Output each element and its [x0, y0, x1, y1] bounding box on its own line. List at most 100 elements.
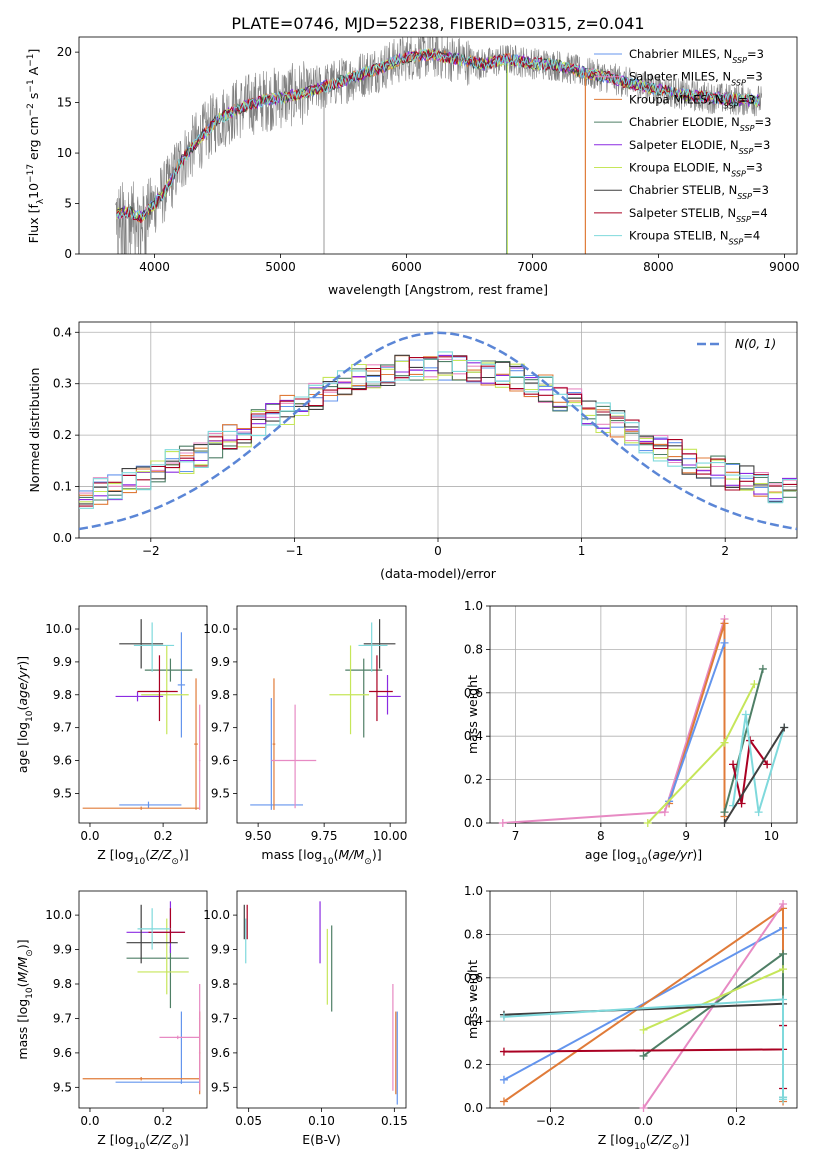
y-axis-label: mass weight — [465, 960, 480, 1039]
y-tick-label: 0.0 — [53, 531, 72, 545]
label-part: age/yr — [15, 665, 30, 706]
label-part: Flux [f — [26, 204, 41, 244]
label-part: Z [log — [598, 1132, 634, 1147]
mass-weight-line — [503, 1002, 784, 1016]
mass-weight-marker — [720, 808, 729, 817]
x-tick-label: 5000 — [265, 260, 296, 274]
mass-weight-line — [723, 668, 764, 813]
mass-weight-marker — [758, 664, 767, 673]
legend-text: Kroupa STELIB, N — [629, 229, 729, 243]
mass-weight-line — [732, 714, 786, 813]
label-part: ( — [15, 982, 30, 987]
label-part: ( — [334, 847, 339, 862]
x-tick-label: 0.0 — [80, 1114, 99, 1128]
y-axis-label: Flux [fλ10−17 erg cm−2 s−1 A−1] — [26, 49, 46, 244]
label-part: 10 — [634, 1142, 646, 1152]
y-tick-label: 10.0 — [45, 622, 72, 636]
mass-weight-line — [643, 968, 784, 1031]
label-part: mass [log — [261, 847, 322, 862]
x-tick-label: 9.50 — [245, 829, 272, 843]
mass-weight-marker — [763, 760, 772, 769]
label-part: −1 — [26, 79, 36, 92]
label-part: ⊙ — [364, 857, 372, 867]
label-part: ⊙ — [171, 857, 179, 867]
legend-text: Salpeter STELIB, N — [629, 206, 736, 220]
label-part: −17 — [26, 164, 36, 183]
x-tick-label: 0.2 — [727, 1114, 746, 1128]
mass-weight-marker — [639, 1104, 648, 1112]
y-tick-label: 1.0 — [464, 884, 483, 898]
y-tick-label: 9.9 — [211, 943, 230, 957]
y-tick-label: 9.6 — [211, 754, 230, 768]
x-tick-label: 0.2 — [154, 829, 173, 843]
label-part: Z/Z — [650, 1132, 673, 1147]
y-tick-label: 1.0 — [464, 599, 483, 613]
label-part: )] — [692, 847, 702, 862]
mass-weight-marker — [729, 760, 738, 769]
label-part: λ — [36, 198, 46, 204]
y-tick-label: 9.7 — [53, 721, 72, 735]
label-part: Z/Z — [149, 1132, 172, 1147]
label-part: ⊙ — [672, 1142, 680, 1152]
y-tick-label: 0.4 — [464, 1014, 483, 1028]
x-tick-label: 0.2 — [154, 1114, 173, 1128]
label-part: )] — [679, 1132, 689, 1147]
axes-frame — [78, 890, 208, 1109]
label-part: 10 — [636, 857, 648, 867]
y-tick-label: 0.1 — [53, 480, 72, 494]
mass-weight-marker — [499, 1075, 508, 1084]
y-tick-label: 9.7 — [211, 1011, 230, 1025]
x-tick-label: 0.15 — [381, 1114, 408, 1128]
axes-mass-vs-EBV: 0.05 0.10 0.15 9.5 9.6 9.7 9.8 9.9 10.0 E(B-V) — [203, 890, 408, 1147]
y-tick-label: 9.8 — [211, 688, 230, 702]
mass-weight-line — [668, 642, 726, 802]
legend-sub: SSP — [732, 56, 747, 65]
legend-entry: N(0, 1) — [735, 337, 776, 351]
y-tick-label: 10.0 — [203, 622, 230, 636]
legend-text: Chabrier STELIB, N — [629, 183, 737, 197]
y-tick-label: 9.9 — [53, 943, 72, 957]
y-tick-label: 9.6 — [53, 754, 72, 768]
legend-entry: Kroupa ELODIE, NSSP=3 — [629, 161, 763, 179]
x-tick-label: 10 — [764, 829, 779, 843]
x-axis-label: Z [log10(Z/Z⊙)] — [598, 1132, 689, 1152]
x-tick-label: 0.05 — [235, 1114, 262, 1128]
label-part: 10 — [322, 857, 334, 867]
legend-text: =3 — [752, 183, 769, 197]
mass-weight-marker — [780, 723, 789, 732]
legend-text: =3 — [746, 161, 763, 175]
label-part: E(B-V) — [302, 1132, 341, 1147]
y-tick-label: 9.9 — [211, 655, 230, 669]
x-tick-label: 0.0 — [80, 829, 99, 843]
legend-sub: SSP — [731, 169, 746, 178]
x-axis-label: mass [log10(M/M⊙)] — [261, 847, 381, 867]
legend-text: =3 — [746, 70, 763, 84]
y-tick-label: 0.0 — [464, 1101, 483, 1115]
x-tick-label: 0.0 — [634, 1114, 653, 1128]
y-tick-label: 9.5 — [53, 786, 72, 800]
legend-text: Kroupa ELODIE, N — [629, 161, 731, 175]
x-axis-label: Z [log10(Z/Z⊙)] — [97, 1132, 188, 1152]
y-tick-label: 20 — [57, 45, 72, 59]
label-part: )] — [179, 1132, 189, 1147]
label-part: age [log — [585, 847, 636, 862]
axes-frame — [78, 36, 798, 255]
mass-weight-marker — [639, 1025, 648, 1034]
x-tick-label: 0 — [434, 544, 442, 558]
label-part: 10 — [134, 857, 146, 867]
legend-text: =4 — [751, 206, 768, 220]
label-part: 10 — [134, 1142, 146, 1152]
label-part: ⊙ — [171, 1142, 179, 1152]
model-spectrum — [116, 49, 760, 224]
x-tick-label: 8000 — [643, 260, 674, 274]
legend-sub: SSP — [724, 101, 739, 110]
legend-entry: Chabrier ELODIE, NSSP=3 — [629, 115, 771, 133]
legend-sub: SSP — [737, 192, 752, 201]
legend-text: =3 — [755, 115, 772, 129]
y-tick-label: 9.7 — [211, 721, 230, 735]
mass-weight-marker — [754, 808, 763, 817]
label-part: mass [log — [15, 999, 30, 1060]
label-part: )] — [179, 847, 189, 862]
axes-mass-vs-Z: 0.0 0.29.59.69.79.89.910.0Z [log10(Z/Z⊙)]… — [15, 890, 208, 1152]
